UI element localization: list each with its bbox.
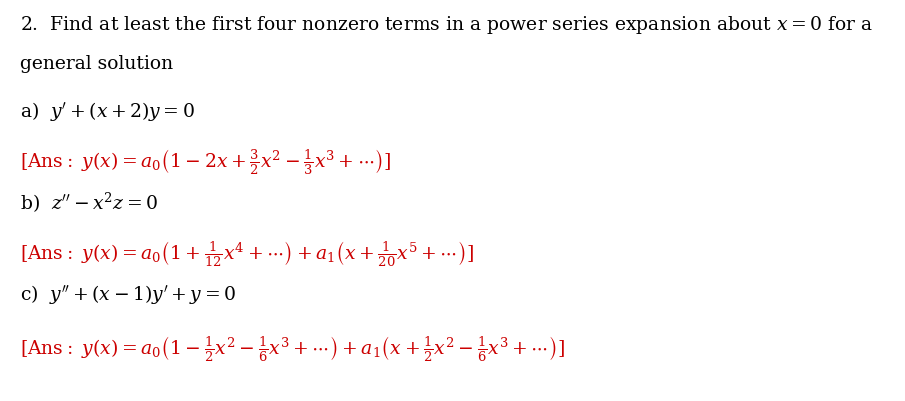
Text: b)  $z^{\prime\prime} - x^2 z = 0$: b) $z^{\prime\prime} - x^2 z = 0$ bbox=[20, 191, 158, 215]
Text: c)  $y^{\prime\prime} + (x - 1)y^{\prime} + y = 0$: c) $y^{\prime\prime} + (x - 1)y^{\prime}… bbox=[20, 283, 236, 306]
Text: $[\mathrm{Ans:}\ y(x) = a_0 \left(1 - 2x + \frac{3}{2}x^2 - \frac{1}{3}x^3 + \cd: $[\mathrm{Ans:}\ y(x) = a_0 \left(1 - 2x… bbox=[20, 147, 391, 176]
Text: 2.  Find at least the first four nonzero terms in a power series expansion about: 2. Find at least the first four nonzero … bbox=[20, 14, 873, 36]
Text: $[\mathrm{Ans:}\ y(x) = a_0 \left(1 - \frac{1}{2}x^2 - \frac{1}{6}x^3 + \cdots \: $[\mathrm{Ans:}\ y(x) = a_0 \left(1 - \f… bbox=[20, 334, 565, 363]
Text: $[\mathrm{Ans:}\ y(x) = a_0 \left(1 + \frac{1}{12}x^4 + \cdots \right) + a_1 \le: $[\mathrm{Ans:}\ y(x) = a_0 \left(1 + \f… bbox=[20, 238, 474, 268]
Text: a)  $y^{\prime} + (x + 2)y = 0$: a) $y^{\prime} + (x + 2)y = 0$ bbox=[20, 99, 195, 122]
Text: general solution: general solution bbox=[20, 55, 173, 73]
